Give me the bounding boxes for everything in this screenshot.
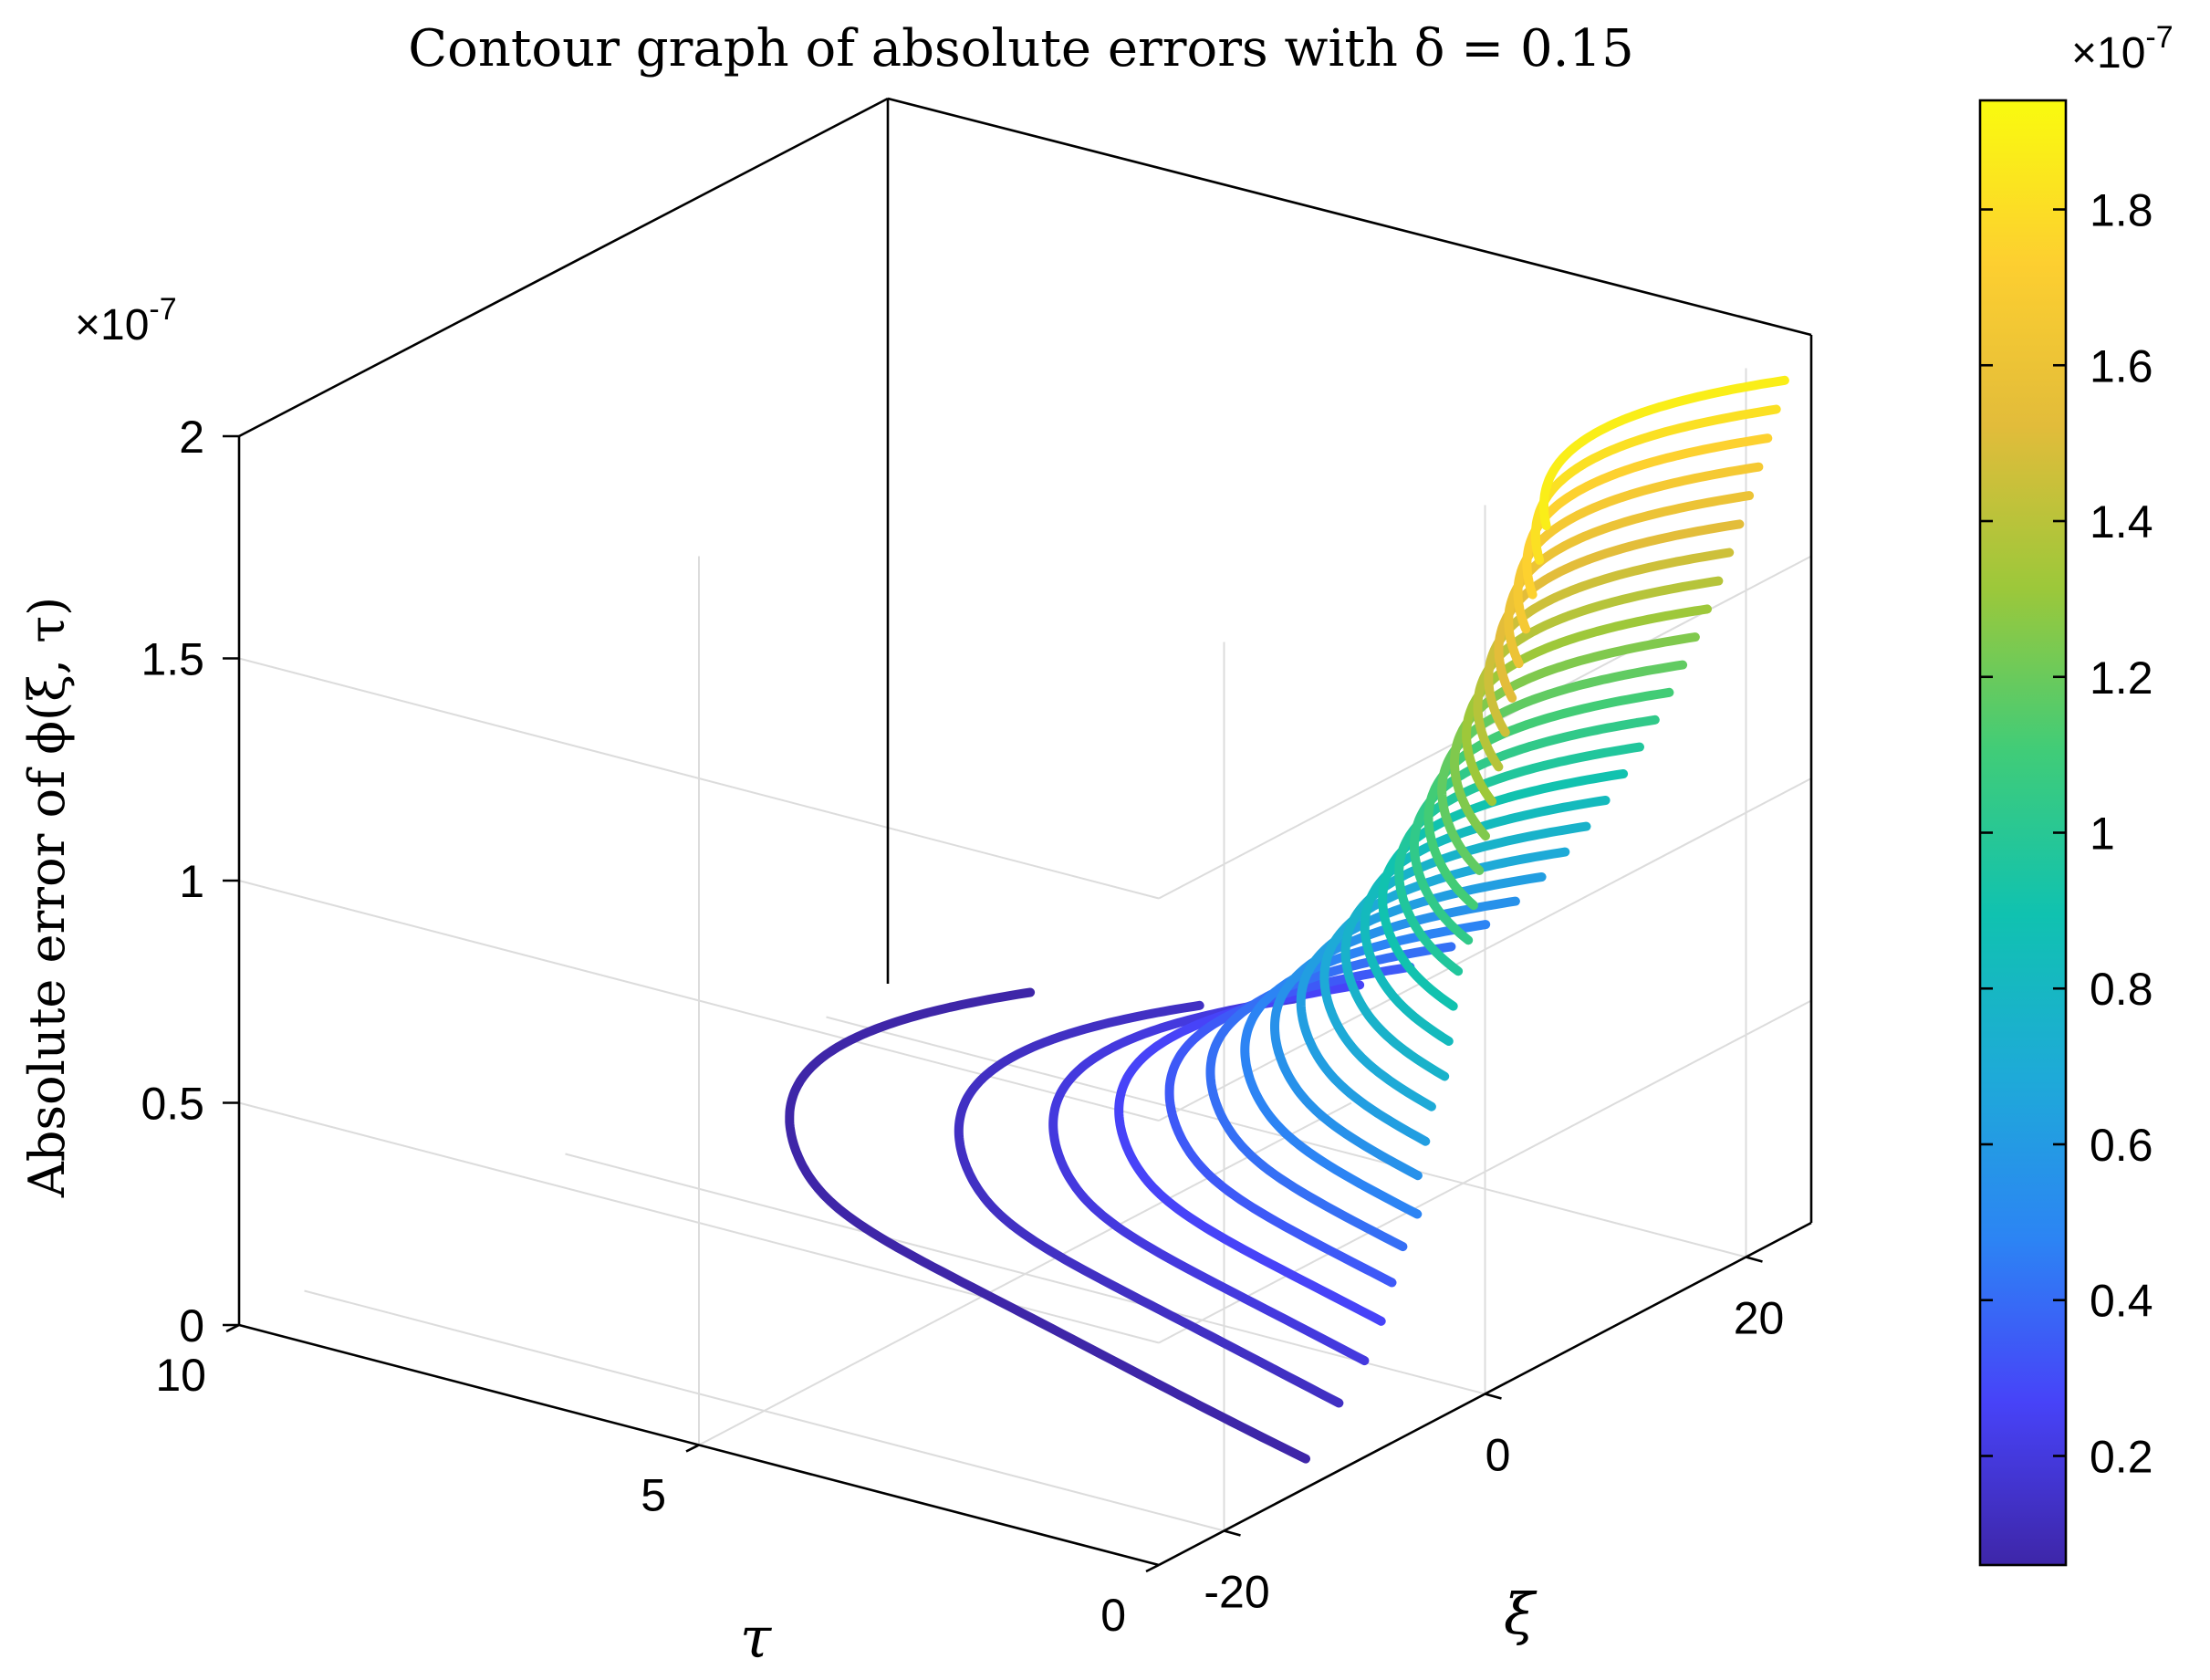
colorbar-tick-label: 0.2 [2090,1431,2153,1482]
colorbar-exponent-label: ×10-7 [2071,20,2174,78]
tick-label: 1.5 [141,634,204,685]
tick-label: 20 [1734,1293,1785,1344]
contour-line-level-0.06 [785,987,1310,1464]
tick-label: 10 [155,1350,206,1401]
contour-line-level-1.32 [1462,604,1712,807]
grid-line-floor [304,1289,1225,1532]
top-left-edge [238,97,889,438]
contour-line-level-0.55 [1270,896,1520,1181]
tick-label: -20 [1204,1567,1269,1618]
chart-title: Contour graph of absolute errors with δ … [408,19,1633,78]
z-exponent-label: ×10-7 [75,292,177,350]
tick-label: 0.5 [141,1079,204,1130]
contour-line-level-1.67 [1513,462,1764,634]
colorbar-tick-label: 1.8 [2090,185,2153,236]
colorbar-tick-label: 1.2 [2090,652,2153,704]
contour-line-level-0.41 [1205,942,1456,1252]
contour-line-level-0.2 [1048,994,1370,1366]
contour-line-level-1.74 [1522,433,1773,600]
colorbar-tick-label: 1 [2090,809,2115,860]
colorbar-tick-label: 1.4 [2090,496,2153,548]
contour-line-level-1.81 [1530,404,1781,565]
contour-line-level-1.6 [1504,491,1755,669]
xi-axis-label: ξ [1504,1581,1538,1647]
tick-label: 0 [1485,1430,1511,1481]
colorbar-tick-label: 0.8 [2090,964,2153,1015]
contour-line-level-0.48 [1240,920,1491,1219]
tick-mark [1224,1529,1241,1537]
contour-line-level-0.34 [1164,962,1415,1288]
colorbar-tick-label: 0.6 [2090,1120,2153,1171]
contour-line-level-0.13 [954,1000,1344,1408]
grid-line-floor [565,1153,1485,1395]
tick-mark [1145,1563,1160,1573]
contour-line-level-1.88 [1539,375,1789,531]
colorbar-bar [1978,99,2068,1567]
contour-lines [785,375,1789,1464]
z-exponent-power: -7 [149,292,176,327]
colorbar-ticks: 0.2 0.4 0.6 0.8 1 1.2 1.4 1.6 1.8 [1980,185,2153,1482]
tau-axis-label: τ [740,1604,773,1671]
colorbar-exponent-power: -7 [2145,20,2173,55]
colorbar-tick-label: 1.6 [2090,340,2153,391]
z-axis-label: Absolute error of ϕ(ξ, τ) [18,597,76,1198]
tick-mark [685,1444,700,1453]
contour-line-level-0.69 [1319,847,1570,1111]
contour-line-level-0.76 [1340,821,1591,1081]
tick-marks [223,434,1763,1573]
tick-label: 1 [179,856,204,907]
top-right-edge [887,97,1812,337]
tick-mark [225,1323,240,1333]
tick-mark [1485,1393,1502,1400]
colorbar-tick-label: 0.4 [2090,1276,2153,1327]
tick-label: 5 [641,1470,666,1521]
tick-label: 0 [179,1300,204,1351]
tick-label: 2 [179,412,204,463]
tick-label: 0 [1100,1590,1126,1641]
colorbar: 0.2 0.4 0.6 0.8 1 1.2 1.4 1.6 1.8 ×10-7 [1978,20,2174,1567]
tick-mark [1746,1256,1763,1263]
